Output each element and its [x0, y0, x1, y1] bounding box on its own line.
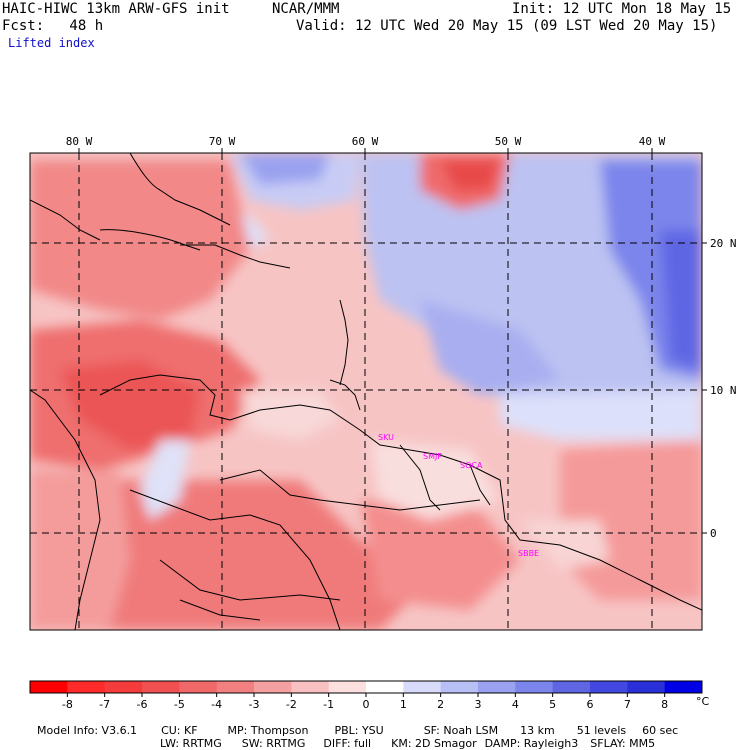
station-soca: SOCA: [460, 461, 483, 470]
colorbar-swatch: [664, 681, 703, 693]
colorbar-tick-label: -8: [62, 698, 73, 711]
colorbar-swatch: [440, 681, 479, 693]
init-time: Init: 12 UTC Mon 18 May 15: [512, 1, 732, 17]
colorbar-tick-label: 0: [363, 698, 370, 711]
pbl-scheme: PBL: YSU: [334, 724, 384, 737]
lon-label-80w: 80 W: [66, 135, 93, 148]
colorbar-tick-label: 5: [549, 698, 556, 711]
station-smjp: SMJP: [423, 452, 442, 461]
colorbar-swatch: [366, 681, 404, 693]
km-setting: KM: 2D Smagor: [391, 737, 477, 750]
model-title: HAIC-HIWC 13km ARW-GFS init: [2, 1, 230, 17]
model-info-line-1: Model Info: V3.6.1 CU: KF MP: Thompson PBL:…: [30, 711, 678, 737]
colorbar-swatch: [142, 681, 180, 693]
station-sbbe: SBBE: [518, 549, 539, 558]
cumulus-scheme: CU: KF: [161, 724, 198, 737]
colorbar-unit: °C: [696, 695, 710, 708]
damping-setting: DAMP: Rayleigh3: [484, 737, 579, 750]
lifted-index-field: [30, 153, 702, 630]
microphysics-scheme: MP: Thompson: [227, 724, 309, 737]
model-info-line-2: LW: RRTMG SW: RRTMG DIFF: full KM: 2D Smago…: [153, 724, 655, 750]
lon-label-40w: 40 W: [639, 135, 666, 148]
model-version: Model Info: V3.6.1: [37, 724, 138, 737]
field-name: Lifted index: [8, 36, 95, 50]
lat-label-20n: 20 N: [710, 237, 737, 250]
vertical-levels: 51 levels: [576, 724, 627, 737]
colorbar-tick-label: 7: [624, 698, 631, 711]
colorbar-tick-label: -4: [211, 698, 222, 711]
lon-label-50w: 50 W: [495, 135, 522, 148]
colorbar-swatch: [328, 681, 367, 693]
colorbar-tick-label: 8: [661, 698, 668, 711]
colorbar-tick-label: -2: [286, 698, 297, 711]
surface-layer-scheme: SFLAY: MM5: [590, 737, 656, 750]
colorbar-swatch: [216, 681, 255, 693]
grid-spacing: 13 km: [520, 724, 555, 737]
colorbar-tick-label: 3: [475, 698, 482, 711]
colorbar-swatch: [627, 681, 666, 693]
colorbar-tick-label: -3: [249, 698, 260, 711]
colorbar-tick-label: -7: [99, 698, 110, 711]
latitude-labels: 20 N 10 N 0: [710, 237, 737, 540]
colorbar-tick-label: -5: [174, 698, 185, 711]
colorbar-swatch: [590, 681, 628, 693]
colorbar-tick-label: -1: [323, 698, 334, 711]
colorbar-swatch: [30, 681, 68, 693]
lat-label-0: 0: [710, 527, 717, 540]
colorbar-swatch: [478, 681, 516, 693]
colorbar-tick-label: -6: [137, 698, 148, 711]
lon-label-60w: 60 W: [352, 135, 379, 148]
colorbar-swatch: [104, 681, 143, 693]
station-labels: SKU SMJP SOCA SBBE: [378, 433, 539, 558]
organization-label: NCAR/MMM: [272, 1, 340, 17]
colorbar-swatch: [179, 681, 218, 693]
colorbar-swatch: [254, 681, 292, 693]
shortwave-scheme: SW: RRTMG: [241, 737, 306, 750]
time-step: 60 sec: [642, 724, 679, 737]
longitude-labels: 80 W 70 W 60 W 50 W 40 W: [66, 135, 666, 148]
lon-label-70w: 70 W: [209, 135, 236, 148]
longwave-scheme: LW: RRTMG: [160, 737, 222, 750]
forecast-hour: Fcst: 48 h: [2, 18, 104, 34]
colorbar-tick-label: 6: [587, 698, 594, 711]
colorbar-swatch: [552, 681, 591, 693]
colorbar-swatch: [291, 681, 330, 693]
station-sku: SKU: [378, 433, 394, 442]
map-frame: [29, 152, 703, 631]
colorbar-swatch: [403, 681, 442, 693]
colorbar: -8 -7 -6 -5 -4 -3 -2 -1 0 1 2 3 4 5 6 7 8: [29, 680, 703, 711]
colorbar-tick-label: 2: [437, 698, 444, 711]
colorbar-tick-label: 1: [400, 698, 407, 711]
colorbar-swatch: [515, 681, 554, 693]
colorbar-tick-label: 4: [512, 698, 519, 711]
colorbar-swatch: [67, 681, 106, 693]
valid-time: Valid: 12 UTC Wed 20 May 15 (09 LST Wed …: [296, 18, 718, 34]
lat-label-10n: 10 N: [710, 384, 737, 397]
surface-scheme: SF: Noah LSM: [423, 724, 499, 737]
diffusion-setting: DIFF: full: [323, 737, 372, 750]
